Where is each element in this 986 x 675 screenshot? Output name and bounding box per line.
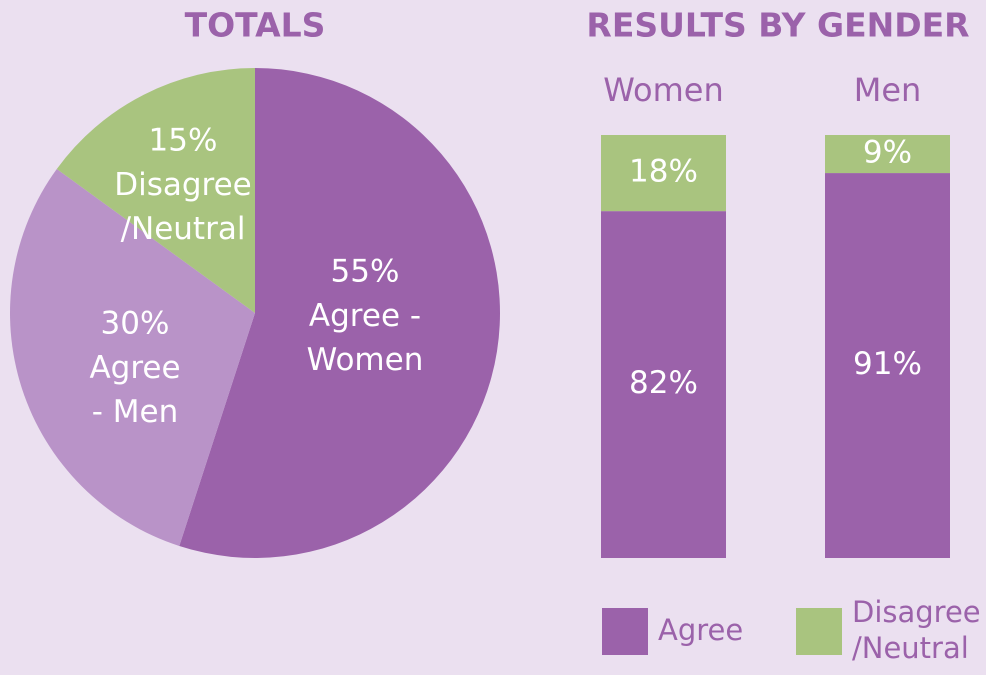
slice-label-line: Women [307, 342, 424, 378]
bar-value-label: 18% [629, 154, 698, 190]
bar-segment [825, 135, 950, 174]
chart-title: RESULTS BY GENDER [586, 6, 969, 45]
bar-value-label: 9% [863, 135, 912, 171]
pie-slice [56, 68, 256, 313]
chart-title: TOTALS [185, 6, 326, 45]
slice-value-label: 15% [149, 123, 218, 159]
bar-segment [825, 173, 950, 558]
slice-label-line: Disagree [114, 167, 252, 203]
x-category-label: Men [854, 71, 922, 109]
slice-label-line: Agree - [309, 298, 421, 334]
slice-value-label: 30% [101, 306, 170, 342]
slice-label-line: /Neutral [121, 211, 246, 247]
legend-label: Disagree/Neutral [852, 595, 981, 665]
pie-slice [9, 168, 255, 547]
slice-label-line: Agree [89, 350, 180, 386]
slice-value-label: 55% [331, 254, 400, 290]
legend-label: Agree [658, 613, 743, 647]
legend-label-line: Agree [658, 613, 743, 647]
x-category-label: Women [603, 71, 723, 109]
bar-segment [601, 211, 726, 558]
slice-label: Agree - Women [307, 298, 424, 378]
bar-value-label: 91% [853, 346, 922, 382]
legend-label-line: Disagree [852, 595, 981, 629]
legend-swatch [602, 608, 648, 655]
bar-value-label: 82% [629, 365, 698, 401]
pie-slice [179, 68, 501, 558]
legend-swatch [796, 608, 842, 655]
slice-label: Agree - Men [89, 350, 180, 430]
bar-segment [601, 135, 726, 212]
legend-label-line: /Neutral [852, 631, 969, 665]
slice-label-line: - Men [92, 394, 179, 430]
slice-label: Disagree/Neutral [114, 167, 252, 247]
